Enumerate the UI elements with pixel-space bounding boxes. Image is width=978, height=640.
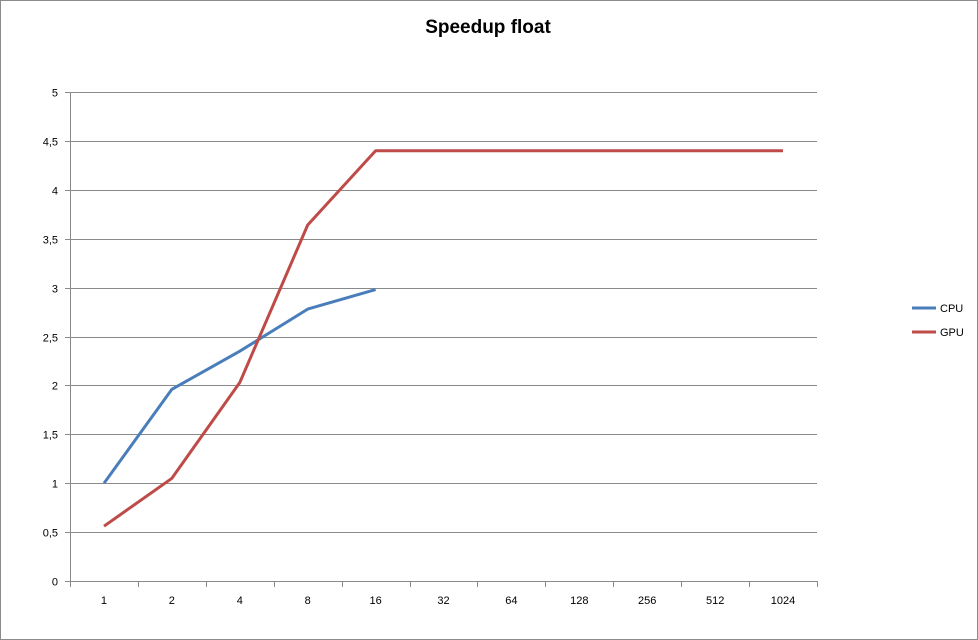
chart-title: Speedup float [425, 17, 551, 38]
y-tick-label: 2,5 [43, 333, 58, 345]
x-tick-label: 1024 [771, 595, 795, 607]
y-tick-label: 4 [52, 186, 58, 198]
y-tick-label: 0 [52, 577, 58, 589]
y-tick-label: 5 [52, 88, 58, 100]
x-tick-labels: 1 2 4 8 16 32 64 128 256 512 1024 [101, 595, 795, 607]
x-tick-label: 128 [570, 595, 588, 607]
series-line-gpu [103, 149, 783, 528]
axes [65, 92, 818, 587]
y-tick-label: 1 [52, 479, 58, 491]
series-line-cpu [102, 288, 377, 485]
legend-label-cpu: CPU [940, 303, 963, 315]
x-tick-label: 2 [169, 595, 175, 607]
x-tick-label: 16 [369, 595, 381, 607]
x-tick-label: 64 [505, 595, 517, 607]
y-tick-label: 1,5 [43, 430, 58, 442]
legend: CPU GPU [912, 303, 964, 339]
y-tick-label: 0,5 [43, 528, 58, 540]
x-tick-label: 256 [638, 595, 656, 607]
y-tick-labels: 0 0,5 1 1,5 2 2,5 3 3,5 4 4,5 5 [43, 88, 58, 589]
x-tick-label: 4 [237, 595, 243, 607]
x-tick-label: 32 [437, 595, 449, 607]
x-tick-label: 512 [706, 595, 724, 607]
y-tick-label: 3 [52, 284, 58, 296]
y-tick-label: 3,5 [43, 235, 58, 247]
x-tick-label: 1 [101, 595, 107, 607]
gridlines [70, 92, 817, 533]
y-tick-label: 2 [52, 381, 58, 393]
y-tick-label: 4,5 [43, 137, 58, 149]
legend-label-gpu: GPU [940, 327, 964, 339]
series-lines [102, 149, 783, 528]
x-tick-label: 8 [305, 595, 311, 607]
